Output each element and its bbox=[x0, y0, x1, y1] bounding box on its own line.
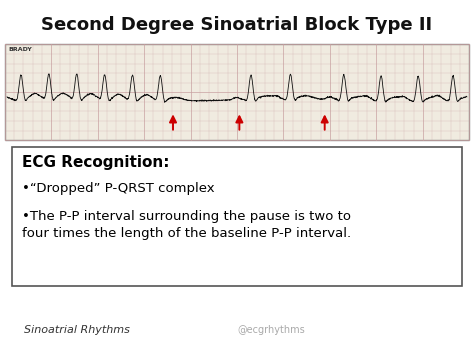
Text: @ecgrhythms: @ecgrhythms bbox=[237, 326, 305, 335]
Bar bbox=[12, 147, 462, 286]
Text: •“Dropped” P-QRST complex: •“Dropped” P-QRST complex bbox=[22, 182, 215, 195]
Bar bbox=[5, 44, 469, 140]
Text: BRADY: BRADY bbox=[9, 47, 32, 52]
Text: •The P-P interval surrounding the pause is two to
four times the length of the b: •The P-P interval surrounding the pause … bbox=[22, 210, 351, 240]
Text: Second Degree Sinoatrial Block Type II: Second Degree Sinoatrial Block Type II bbox=[41, 16, 433, 34]
Text: ECG Recognition:: ECG Recognition: bbox=[22, 155, 170, 170]
Text: Sinoatrial Rhythms: Sinoatrial Rhythms bbox=[24, 326, 129, 335]
